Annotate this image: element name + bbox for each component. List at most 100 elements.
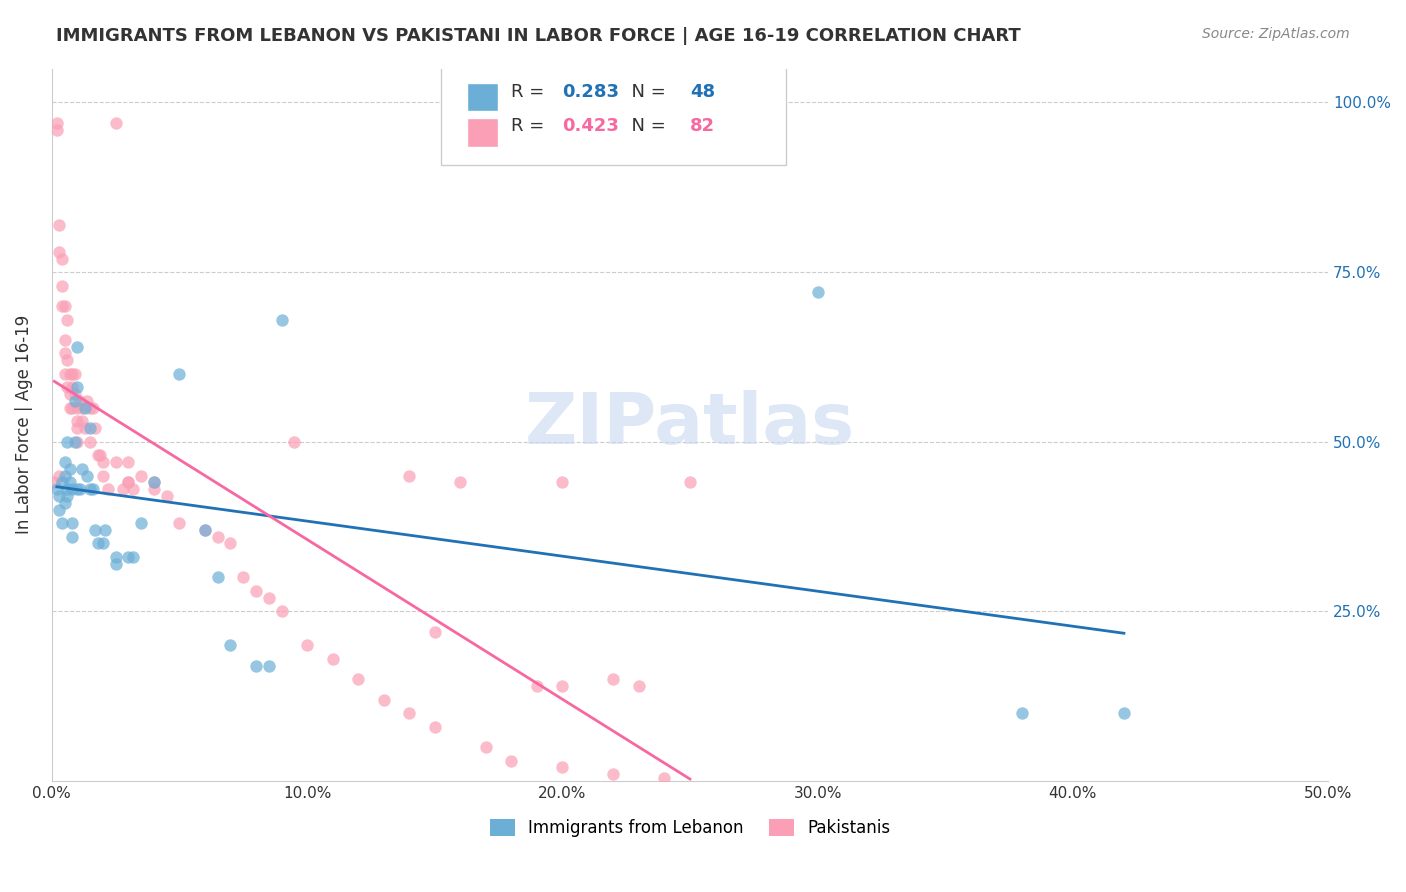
Point <box>104 550 127 565</box>
Point <box>602 672 624 686</box>
Point <box>53 496 76 510</box>
Point <box>398 468 420 483</box>
Point <box>86 448 108 462</box>
Point <box>72 414 94 428</box>
Point <box>84 421 107 435</box>
Point <box>82 482 104 496</box>
Point <box>112 482 135 496</box>
Point <box>94 523 117 537</box>
Point <box>66 401 89 415</box>
Point <box>551 760 574 774</box>
Point <box>122 550 145 565</box>
Point <box>63 394 86 409</box>
Point <box>51 278 73 293</box>
Point <box>104 557 127 571</box>
Point <box>56 489 79 503</box>
Y-axis label: In Labor Force | Age 16-19: In Labor Force | Age 16-19 <box>15 315 32 534</box>
Point <box>60 530 83 544</box>
Point <box>194 523 217 537</box>
Point <box>66 340 89 354</box>
Point <box>44 475 66 490</box>
Point <box>654 771 676 785</box>
Point <box>501 754 523 768</box>
Point <box>63 387 86 401</box>
Point <box>48 502 70 516</box>
Text: N =: N = <box>620 83 671 101</box>
Point <box>104 455 127 469</box>
Point <box>66 414 89 428</box>
Point <box>1011 706 1033 720</box>
Point <box>679 475 702 490</box>
Text: 82: 82 <box>690 117 716 135</box>
Point <box>129 516 152 530</box>
Point <box>66 421 89 435</box>
Text: ZIPatlas: ZIPatlas <box>524 390 855 459</box>
Point <box>117 475 139 490</box>
Point <box>526 679 548 693</box>
Point <box>60 516 83 530</box>
Point <box>53 333 76 347</box>
Point <box>69 482 91 496</box>
Point <box>79 434 101 449</box>
Point <box>59 387 82 401</box>
Point <box>423 624 446 639</box>
Point <box>97 482 120 496</box>
Point <box>73 421 96 435</box>
Text: R =: R = <box>512 117 550 135</box>
Point <box>207 530 229 544</box>
Point <box>295 638 318 652</box>
Point <box>86 536 108 550</box>
Point <box>48 218 70 232</box>
Point <box>60 367 83 381</box>
Point <box>66 434 89 449</box>
Point <box>89 448 111 462</box>
Point <box>398 706 420 720</box>
Point <box>76 468 98 483</box>
Point <box>142 482 165 496</box>
Point <box>142 475 165 490</box>
Point <box>63 434 86 449</box>
Point <box>551 475 574 490</box>
Point <box>347 672 370 686</box>
Point <box>82 401 104 415</box>
Point <box>53 367 76 381</box>
Point <box>45 116 67 130</box>
Point <box>79 401 101 415</box>
Point <box>60 482 83 496</box>
Point <box>245 584 267 599</box>
Point <box>84 523 107 537</box>
Point <box>72 401 94 415</box>
FancyBboxPatch shape <box>441 65 786 165</box>
Point <box>283 434 305 449</box>
Point <box>207 570 229 584</box>
Point <box>51 516 73 530</box>
Point <box>245 658 267 673</box>
Point <box>53 299 76 313</box>
Point <box>79 421 101 435</box>
Point <box>117 455 139 469</box>
Point <box>423 720 446 734</box>
Point <box>270 604 292 618</box>
Point <box>66 380 89 394</box>
Point <box>56 482 79 496</box>
Point <box>59 367 82 381</box>
Point <box>122 482 145 496</box>
Point <box>91 455 114 469</box>
Point <box>53 346 76 360</box>
Point <box>45 122 67 136</box>
Point <box>169 516 191 530</box>
Point <box>60 401 83 415</box>
Point <box>56 434 79 449</box>
Point <box>69 394 91 409</box>
Text: 0.423: 0.423 <box>562 117 619 135</box>
Point <box>48 244 70 259</box>
Point <box>45 482 67 496</box>
Point <box>551 679 574 693</box>
Point <box>117 475 139 490</box>
Point <box>806 285 828 300</box>
Point <box>53 455 76 469</box>
FancyBboxPatch shape <box>467 83 499 112</box>
Text: Source: ZipAtlas.com: Source: ZipAtlas.com <box>1202 27 1350 41</box>
Point <box>257 658 280 673</box>
Point <box>373 692 395 706</box>
